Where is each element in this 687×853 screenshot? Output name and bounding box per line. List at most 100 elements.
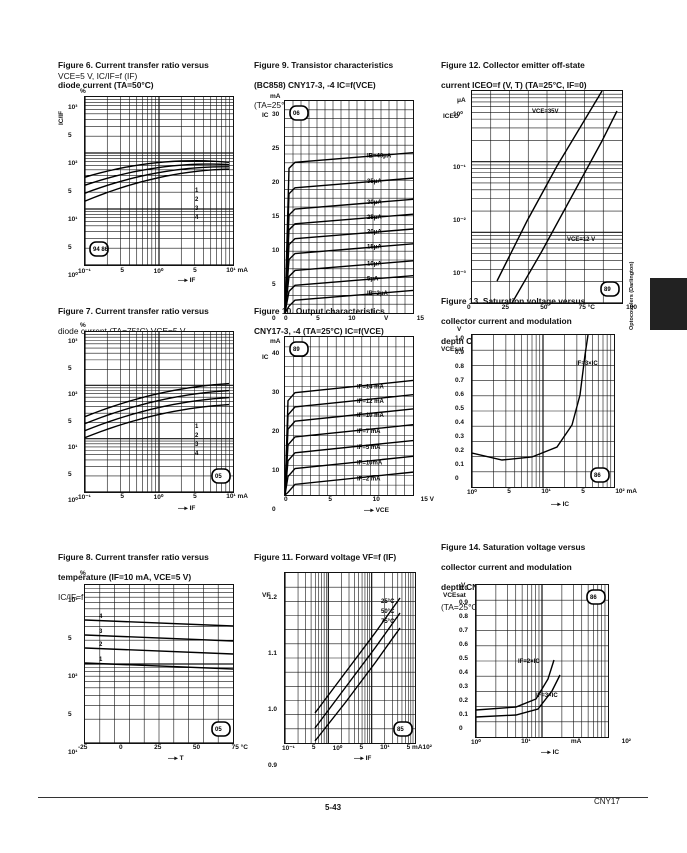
x-tick-label: 10: [372, 496, 380, 503]
y-tick-label: 10⁻³: [453, 270, 466, 277]
ib-curve-7: [285, 274, 413, 313]
y-tick-label: 30: [272, 389, 280, 396]
title-line: Figure 8. Current transfer ratio versus: [58, 552, 209, 562]
vce-35v-curve: [496, 91, 603, 282]
y-tick-label: 0.9: [459, 599, 469, 606]
figure-10: Figure 10. Output characteristics CNY17-…: [254, 296, 444, 526]
x-tick-labels: 10⁻¹ 5 10⁰ 5 10¹ mA: [78, 267, 248, 275]
figure-title: Figure 6. Current transfer ratio versus …: [58, 50, 209, 90]
x-axis-label: ―▸ IC: [541, 749, 560, 756]
curve-label: VCE=35V: [532, 109, 559, 115]
figure-badge-label: 85: [397, 727, 404, 733]
figure-14: Figure 14. Saturation voltage versus col…: [441, 532, 641, 772]
curve-label: 50°C: [381, 609, 395, 615]
title-line: Figure 7. Current transfer ratio versus: [58, 306, 209, 316]
curve-label: 2: [195, 433, 199, 439]
y-tick-label: 0: [272, 506, 276, 513]
y-tick-labels: 1.0 0.9 0.8 0.7 0.6 0.5 0.4 0.3 0.2 0.1 0: [459, 582, 468, 736]
y-tick-label: 0.2: [459, 697, 469, 704]
series-3-curve: [85, 163, 230, 186]
plot-area: IB=40μA 35μA 30μA 25μA 20μA 15μA 10μA 5μA IB=2μA…: [284, 100, 414, 314]
footer-rule: [38, 797, 648, 798]
ctr-curve-3: [85, 647, 233, 655]
y-tick-label: 10⁰: [68, 497, 78, 504]
x-tick-label: 5: [193, 267, 197, 274]
y-tick-label: 10: [272, 247, 280, 254]
x-tick-label: 10⁻¹: [78, 268, 91, 275]
y-tick-label: 1.1: [268, 650, 278, 657]
y-tick-label: 10³: [68, 104, 78, 111]
x-tick-label: 10: [348, 315, 356, 322]
title-line: Figure 13. Saturation voltage versus: [441, 296, 586, 306]
x-tick-label: 10¹ mA: [226, 267, 248, 274]
figure-badge-label: 05: [215, 727, 222, 733]
y-unit: %: [80, 570, 86, 577]
x-tick-label: 10¹: [521, 738, 531, 745]
figure-8: Figure 8. Current transfer ratio versus …: [58, 542, 248, 772]
figure-13: Figure 13. Saturation voltage versus col…: [441, 286, 641, 526]
figure-title: Figure 7. Current transfer ratio versus …: [58, 296, 209, 336]
figure-title: Figure 10. Output characteristics CNY17-…: [254, 296, 385, 336]
ib-curve-5: [285, 243, 413, 313]
x-tick-labels: 0 25 50 75 °C 100: [467, 304, 637, 311]
y-tick-label: 25: [272, 145, 280, 152]
ctr-curve-1: [85, 619, 233, 627]
series-3-curve: [85, 389, 230, 425]
x-tick-label: 5: [120, 267, 125, 274]
x-tick-label: 10¹: [541, 488, 551, 495]
y-tick-labels: 10³ 5 10² 5 10¹ 5 10⁰: [68, 329, 78, 515]
plot-svg: IF=3×IC 86: [472, 335, 614, 487]
curve-label: 1: [195, 188, 199, 194]
title-line: Figure 12. Collector emitter off-state: [441, 60, 585, 70]
y-unit: mA: [270, 338, 281, 345]
y-tick-label: 0.8: [459, 613, 469, 620]
title-line: Figure 10. Output characteristics: [254, 306, 385, 316]
y-tick-label: 0.2: [455, 447, 465, 454]
y-unit: μA: [457, 97, 466, 104]
x-tick-label: 5: [581, 488, 585, 495]
y-tick-label: 0.3: [455, 433, 465, 440]
if-curve-1: [285, 394, 413, 495]
title-line: Figure 11. Forward voltage VF=f (IF): [254, 552, 397, 562]
figure-title: Figure 8. Current transfer ratio versus …: [58, 542, 209, 602]
x-tick-labels: 0 5 10 15 V: [284, 496, 434, 503]
y-tick-labels: 10³ 5 10² 5 10¹ 5 10⁰: [68, 94, 78, 290]
y-tick-labels: 30 25 20 15 10 5 0: [272, 98, 279, 336]
x-tick-labels: 10⁻¹ 5 10⁰ 5 10¹ mA: [78, 493, 248, 501]
y-tick-labels: 1.0 0.9 0.8 0.7 0.6 0.5 0.4 0.3 0.2 0.1 0: [455, 332, 464, 486]
curve-label: IF=10 mA: [357, 413, 385, 419]
y-axis-label: ICEO: [443, 113, 459, 120]
figure-11: Figure 11. Forward voltage VF=f (IF) VF …: [254, 542, 444, 772]
figure-badge-label: 05: [215, 474, 222, 480]
figure-badge-label: 06: [293, 111, 300, 117]
y-tick-label: 10⁰: [453, 111, 463, 118]
x-tick-label: 0: [467, 304, 471, 311]
plot-area: 1 2 3 4 05: [84, 331, 234, 493]
curve-label: IF=5 mA: [357, 445, 381, 451]
x-tick-label: 25: [501, 304, 510, 311]
y-tick-label: 0.6: [459, 641, 469, 648]
x-tick-label: 15 V: [420, 496, 434, 503]
ib-curve-8: [285, 289, 413, 313]
y-tick-label: 10¹: [68, 216, 78, 223]
x-tick-label: 10⁻¹: [78, 494, 91, 501]
y-tick-label: 0.7: [459, 627, 469, 634]
curve-label: 25°C: [381, 599, 395, 605]
curve-label: IF=3×IC: [536, 693, 558, 699]
x-tick-labels: -25 0 25 50 75 °C: [78, 744, 248, 751]
y-tick-label: 10²: [68, 673, 78, 680]
x-axis-name: VCE: [375, 507, 389, 514]
x-tick-label: 10⁰: [471, 739, 481, 746]
y-tick-label: 5: [68, 470, 72, 478]
y-axis-label: IC/IF: [58, 110, 65, 125]
y-tick-label: 0.4: [455, 419, 465, 426]
y-tick-label: 0.3: [459, 683, 469, 690]
if-curve-3: [285, 424, 413, 495]
figure-badge: [586, 589, 606, 605]
x-axis-name: IF: [365, 755, 372, 762]
y-tick-label: 5: [68, 417, 72, 425]
figure-badge: [89, 241, 109, 257]
x-tick-label: 5: [120, 493, 125, 500]
curve-label: 20μA: [367, 230, 382, 236]
x-axis-name: IF: [189, 505, 196, 512]
